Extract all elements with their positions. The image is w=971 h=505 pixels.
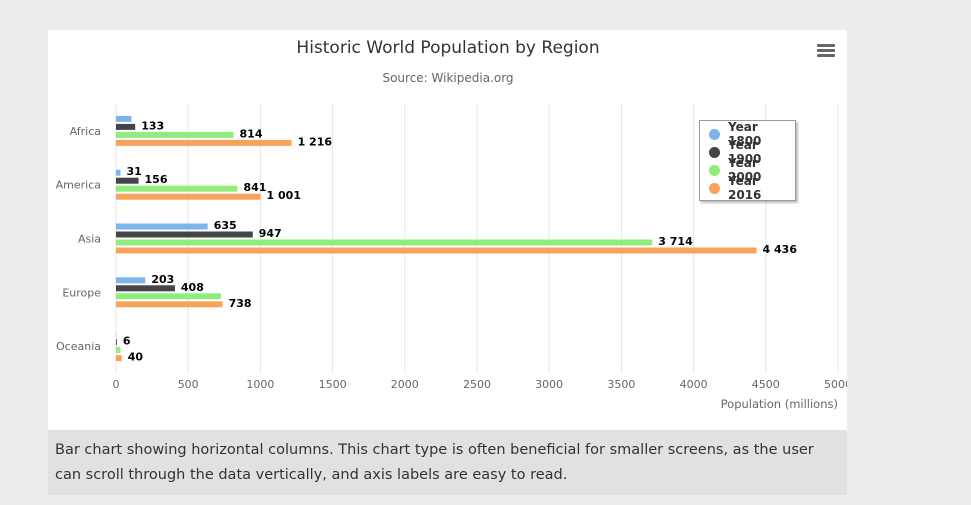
bar bbox=[116, 239, 653, 246]
chart-container: Historic World Population by Region Sourc… bbox=[48, 30, 847, 430]
x-tick-label: 5000 bbox=[824, 378, 847, 391]
data-label: 738 bbox=[229, 297, 252, 310]
bar bbox=[116, 347, 121, 354]
x-tick-label: 2000 bbox=[391, 378, 419, 391]
data-label: 133 bbox=[141, 119, 164, 132]
legend-label: Year 1800 bbox=[728, 120, 762, 148]
chart-caption: Bar chart showing horizontal columns. Th… bbox=[48, 430, 847, 495]
bar bbox=[116, 139, 292, 146]
legend-item[interactable]: Year 1900 bbox=[709, 138, 795, 166]
bar bbox=[116, 301, 223, 308]
x-tick-label: 4000 bbox=[680, 378, 708, 391]
x-tick-label: 4500 bbox=[752, 378, 780, 391]
bar-chart: Historic World Population by Region Sourc… bbox=[56, 38, 847, 411]
x-tick-label: 3500 bbox=[607, 378, 635, 391]
bar bbox=[116, 223, 208, 230]
menu-icon-line bbox=[817, 49, 835, 52]
legend-item[interactable]: Year 2000 bbox=[709, 156, 795, 184]
x-tick-label: 1000 bbox=[246, 378, 274, 391]
x-tick-label: 500 bbox=[178, 378, 199, 391]
data-label: 635 bbox=[214, 219, 237, 232]
legend-item[interactable]: Year 1800 bbox=[709, 120, 795, 148]
bar bbox=[116, 177, 139, 184]
y-category-label: Africa bbox=[70, 125, 101, 138]
y-category-label: America bbox=[56, 179, 101, 192]
legend-marker bbox=[709, 146, 720, 158]
legend-item[interactable]: Year 2016 bbox=[709, 174, 795, 202]
data-label: 6 bbox=[123, 335, 131, 348]
data-label: 4 436 bbox=[763, 243, 798, 256]
legend-marker bbox=[709, 128, 720, 140]
data-label: 156 bbox=[145, 173, 168, 186]
bar bbox=[116, 285, 175, 292]
chart-title: Historic World Population by Region bbox=[296, 38, 599, 58]
legend-label: Year 1900 bbox=[728, 138, 762, 166]
menu-icon-line bbox=[817, 54, 835, 57]
legend-label: Year 2016 bbox=[728, 174, 762, 202]
menu-icon-line bbox=[817, 44, 835, 47]
data-label: 408 bbox=[181, 281, 204, 294]
bar bbox=[116, 115, 132, 122]
bar bbox=[116, 247, 757, 254]
x-tick-label: 0 bbox=[113, 378, 120, 391]
y-category-label: Europe bbox=[62, 286, 101, 299]
data-label: 40 bbox=[128, 351, 144, 364]
bar bbox=[116, 339, 117, 346]
x-tick-label: 1500 bbox=[319, 378, 347, 391]
data-label: 1 216 bbox=[298, 135, 333, 148]
data-label: 31 bbox=[126, 165, 141, 178]
chart-menu-button[interactable] bbox=[817, 44, 835, 60]
bar bbox=[116, 169, 121, 176]
chart-legend: Year 1800 Year 1900 Year 2000 Year 2016 bbox=[699, 120, 796, 202]
data-label: 947 bbox=[259, 227, 282, 240]
bar bbox=[116, 193, 261, 200]
x-tick-label: 3000 bbox=[535, 378, 563, 391]
x-tick-label: 2500 bbox=[463, 378, 491, 391]
y-category-label: Asia bbox=[78, 233, 101, 246]
x-axis-title: Population (millions) bbox=[721, 397, 838, 411]
bar bbox=[116, 185, 238, 192]
bar bbox=[116, 355, 122, 362]
data-label: 814 bbox=[240, 127, 263, 140]
bar bbox=[116, 123, 136, 130]
data-label: 841 bbox=[243, 181, 266, 194]
chart-subtitle: Source: Wikipedia.org bbox=[382, 71, 513, 85]
data-label: 1 001 bbox=[267, 189, 301, 202]
bar bbox=[116, 293, 221, 300]
legend-marker bbox=[709, 182, 720, 194]
bar bbox=[116, 231, 253, 238]
y-category-label: Oceania bbox=[56, 340, 101, 353]
legend-label: Year 2000 bbox=[728, 156, 762, 184]
data-label: 203 bbox=[151, 273, 174, 286]
legend-marker bbox=[709, 164, 720, 176]
bar bbox=[116, 277, 146, 284]
data-label: 3 714 bbox=[658, 235, 693, 248]
bar bbox=[116, 131, 234, 138]
